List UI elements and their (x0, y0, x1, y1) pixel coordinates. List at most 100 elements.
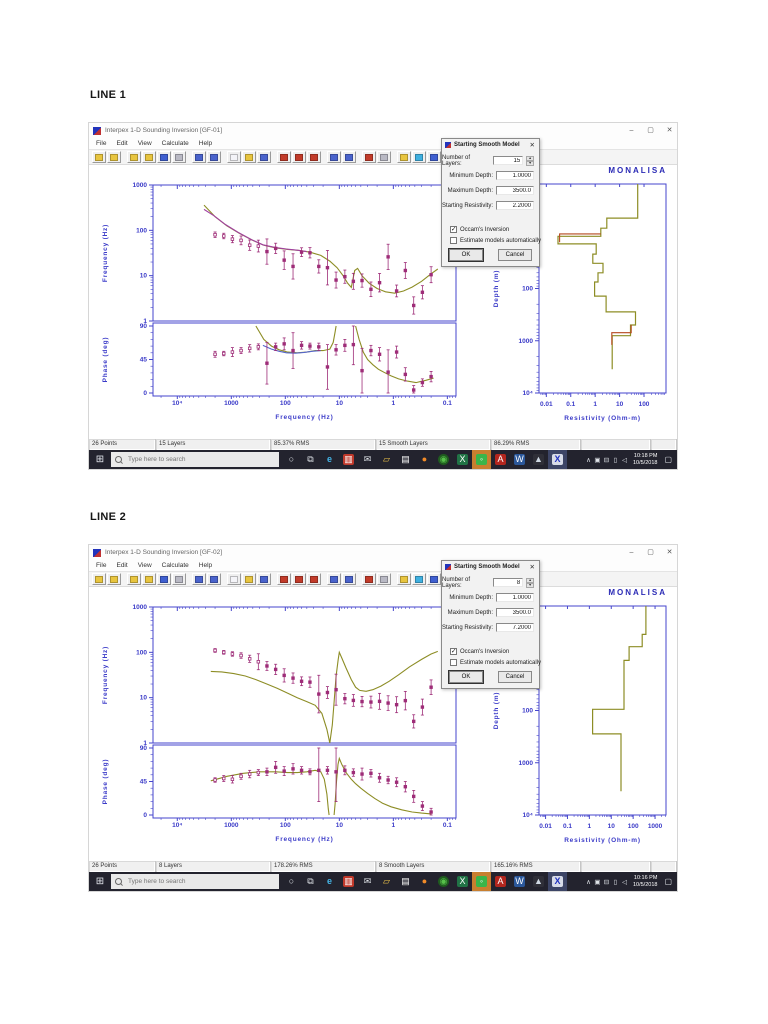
new-sounding-icon[interactable] (92, 151, 106, 163)
menu-help[interactable]: Help (198, 562, 213, 569)
taskbar-clock[interactable]: 10:16 PM 10/5/2018 (630, 875, 660, 888)
edge-icon[interactable]: e (320, 872, 339, 891)
minimize-button[interactable]: – (629, 549, 634, 556)
ok-button[interactable]: OK (448, 670, 484, 684)
checkbox-checked-icon[interactable]: ✓ (450, 648, 457, 655)
line-app-icon[interactable]: ◦ (472, 450, 491, 469)
forward-calc-icon[interactable] (397, 573, 411, 585)
menu-edit[interactable]: Edit (116, 562, 128, 569)
checkbox-unchecked-icon[interactable] (450, 659, 457, 666)
task-view-icon[interactable]: ⧉ (301, 872, 320, 891)
rho-plot-icon[interactable] (277, 573, 291, 585)
tray-battery-icon[interactable]: ▯ (613, 456, 618, 464)
firefox-icon[interactable]: ● (415, 450, 434, 469)
maximum-depth-input[interactable] (496, 186, 534, 195)
menu-file[interactable]: File (96, 140, 107, 147)
checkbox-checked-icon[interactable]: ✓ (450, 226, 457, 233)
file-explorer-icon[interactable]: ▱ (377, 872, 396, 891)
close-button[interactable]: ✕ (666, 549, 673, 556)
start-button[interactable]: ⊞ (89, 450, 111, 469)
excel-icon[interactable]: X (453, 450, 472, 469)
tray-battery-icon[interactable]: ▯ (613, 878, 618, 886)
curve-style-icon[interactable] (257, 573, 271, 585)
menu-view[interactable]: View (137, 140, 152, 147)
bank-app-icon[interactable]: ▥ (339, 872, 358, 891)
layers-spinner[interactable]: ▲ ▼ (526, 156, 534, 166)
forward-calc-icon[interactable] (397, 151, 411, 163)
file-explorer-icon[interactable]: ▱ (377, 450, 396, 469)
save-icon[interactable] (157, 573, 171, 585)
edit-data-icon[interactable] (327, 573, 341, 585)
line-app-icon[interactable]: ◦ (472, 872, 491, 891)
start-button[interactable]: ⊞ (89, 872, 111, 891)
open-file-icon[interactable] (127, 573, 141, 585)
phase-plot-icon[interactable] (292, 573, 306, 585)
menu-file[interactable]: File (96, 562, 107, 569)
cascade-windows-icon[interactable] (377, 573, 391, 585)
minimum-depth-input[interactable] (496, 593, 534, 602)
model-table-icon[interactable] (207, 151, 221, 163)
cancel-button[interactable]: Cancel (498, 249, 532, 261)
ok-button[interactable]: OK (448, 248, 484, 262)
firefox-icon[interactable]: ● (415, 872, 434, 891)
menu-calculate[interactable]: Calculate (161, 140, 189, 147)
store-icon[interactable]: ▤ (396, 872, 415, 891)
spinner-up-icon[interactable]: ▲ (526, 578, 534, 583)
tray-expand-icon[interactable]: ∧ (586, 456, 591, 464)
notification-icon[interactable]: ▢ (664, 877, 672, 886)
import-data-icon[interactable] (142, 573, 156, 585)
minimize-button[interactable]: – (629, 127, 634, 134)
new-window-icon[interactable] (227, 151, 241, 163)
edit-data-icon[interactable] (327, 151, 341, 163)
inverse-calc-icon[interactable] (412, 151, 426, 163)
tray-security-icon[interactable]: ⊟ (603, 878, 610, 886)
openshot-icon[interactable]: ◉ (434, 450, 453, 469)
bank-app-icon[interactable]: ▥ (339, 450, 358, 469)
acrobat-icon[interactable]: A (491, 450, 510, 469)
taskbar-search[interactable] (111, 452, 279, 467)
tray-volume-icon[interactable]: ◁ (621, 878, 627, 886)
data-table-icon[interactable] (192, 573, 206, 585)
search-input[interactable] (126, 877, 260, 886)
menu-view[interactable]: View (137, 562, 152, 569)
print-icon[interactable] (172, 151, 186, 163)
photos-icon[interactable]: ▲ (529, 872, 548, 891)
edit-model-icon[interactable] (342, 573, 356, 585)
number-of-layers-input[interactable] (493, 156, 524, 165)
import-data-icon[interactable] (142, 151, 156, 163)
maximum-depth-input[interactable] (496, 608, 534, 617)
number-of-layers-input[interactable] (493, 578, 524, 587)
tray-onedrive-icon[interactable]: ▣ (594, 878, 601, 886)
tray-expand-icon[interactable]: ∧ (586, 878, 591, 886)
combined-plot-icon[interactable] (307, 573, 321, 585)
equivalence-icon[interactable] (427, 151, 441, 163)
print-icon[interactable] (172, 573, 186, 585)
curve-style-icon[interactable] (257, 151, 271, 163)
photos-icon[interactable]: ▲ (529, 450, 548, 469)
openshot-icon[interactable]: ◉ (434, 872, 453, 891)
new-window-icon[interactable] (227, 573, 241, 585)
spinner-up-icon[interactable]: ▲ (526, 156, 534, 161)
mail-icon[interactable]: ✉ (358, 450, 377, 469)
spinner-down-icon[interactable]: ▼ (526, 161, 534, 166)
maximize-button[interactable]: ▢ (647, 127, 654, 134)
model-table-icon[interactable] (207, 573, 221, 585)
close-button[interactable]: ✕ (666, 127, 673, 134)
point-style-icon[interactable] (242, 573, 256, 585)
open-file-icon[interactable] (127, 151, 141, 163)
cortana-icon[interactable]: ○ (282, 872, 301, 891)
spinner-down-icon[interactable]: ▼ (526, 583, 534, 588)
crosshair-icon[interactable] (362, 573, 376, 585)
edit-model-icon[interactable] (342, 151, 356, 163)
store-icon[interactable]: ▤ (396, 450, 415, 469)
cancel-button[interactable]: Cancel (498, 671, 532, 683)
menu-help[interactable]: Help (198, 140, 213, 147)
layers-spinner[interactable]: ▲ ▼ (526, 578, 534, 588)
point-style-icon[interactable] (242, 151, 256, 163)
cortana-icon[interactable]: ○ (282, 450, 301, 469)
minimum-depth-input[interactable] (496, 171, 534, 180)
tray-volume-icon[interactable]: ◁ (621, 456, 627, 464)
notification-icon[interactable]: ▢ (664, 455, 672, 464)
dialog-close-button[interactable]: ✕ (529, 563, 535, 571)
dialog-close-button[interactable]: ✕ (529, 141, 535, 149)
